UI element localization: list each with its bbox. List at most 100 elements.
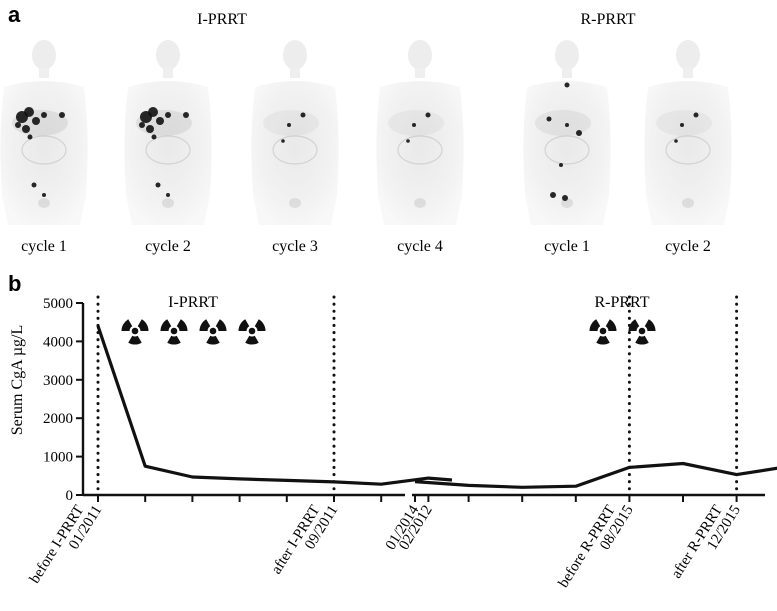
panel-a-letter: a [8,2,21,27]
scan-hotspot [693,112,699,118]
scan-cycle-label: cycle 4 [397,238,443,255]
scan-bowel [665,135,711,165]
scan-cycle-label: cycle 2 [145,238,191,255]
scan-hotspot [564,82,570,88]
scan-liver [263,110,319,136]
y-axis-label: Serum CgA µg/L [9,325,26,436]
scan-head [156,40,180,70]
scan-hotspot [287,123,291,127]
y-tick-label: 1000 [43,450,73,466]
y-axis: 0 1000 2000 3000 4000 5000 [43,296,85,504]
scan-hotspot [546,116,552,122]
radiation-trefoil-icon [120,318,150,345]
scan-torso [376,81,464,225]
radiation-trefoil-icon [627,318,657,345]
scan-head [283,40,307,70]
scan-head [408,40,432,70]
scan-liver [535,110,591,136]
scan-hotspot [576,130,582,136]
scan-hotspot [165,112,171,118]
scan-hotspot [139,122,145,128]
radiation-trefoil-icon [198,318,228,345]
group-label-i-prrt: I-PRRT [197,11,247,28]
cycle-icons [120,318,657,345]
scan-hotspot [24,107,34,117]
scan-hotspot [565,123,569,127]
treatment-label-r-prrt: R-PRRT [594,294,649,311]
scan-hotspot [674,139,678,143]
group-label-r-prrt: R-PRRT [580,11,635,28]
series-line [96,325,453,486]
body-scan-image [644,40,732,225]
scan-hotspot [151,134,157,140]
scan-head [32,40,56,70]
scan-hotspot [183,112,189,118]
scan-neck [39,68,49,78]
scan-liver [388,110,444,136]
scan-bowel [21,135,67,165]
x-axis [83,493,765,502]
body-scan-image [523,40,611,225]
series-line [414,461,777,489]
scan-hotspot [15,122,21,128]
scan-liver [656,110,712,136]
scan-hotspot [32,117,40,125]
body-scan-image [124,40,212,225]
cga-line-chart: Serum CgA µg/L 0 1000 2000 3000 4000 5000 bef… [9,294,777,591]
y-tick-label: 4000 [43,334,73,350]
scan-bladder [414,198,426,208]
vertical-markers [96,295,739,497]
scan-cycle-label: cycle 2 [665,238,711,255]
body-scan-image [0,40,88,225]
scan-neck [562,68,572,78]
scan-hotspot [281,139,285,143]
scan-head [676,40,700,70]
y-tick-label: 5000 [43,296,73,312]
y-tick-label: 3000 [43,373,73,389]
radiation-trefoil-icon [159,318,189,345]
scan-hotspot [562,195,568,201]
scan-hotspot [559,163,563,167]
scan-bowel [397,135,443,165]
scan-neck [290,68,300,78]
scan-bowel [272,135,318,165]
scan-bladder [162,198,174,208]
scan-hotspot [22,125,30,133]
scan-bowel [544,135,590,165]
scan-hotspot [550,192,556,198]
scan-hotspot [59,112,65,118]
body-scan-image [251,40,339,225]
scan-hotspot [425,112,431,118]
scan-hotspot [148,107,158,117]
scan-neck [683,68,693,78]
scan-hotspot [412,123,416,127]
scan-hotspot [300,112,306,118]
treatment-label-i-prrt: I-PRRT [168,294,218,311]
scan-cycle-label: cycle 1 [21,238,67,255]
scan-hotspot [31,182,37,188]
scan-hotspot [166,193,170,197]
scan-torso [251,81,339,225]
scan-cycle-label: cycle 1 [544,238,590,255]
scan-bladder [682,198,694,208]
scan-bladder [289,198,301,208]
scan-cycle-label: cycle 3 [272,238,318,255]
scan-hotspot [27,134,33,140]
y-tick-label: 2000 [43,411,73,427]
series-lines [96,325,777,489]
scan-neck [163,68,173,78]
scan-hotspot [156,117,164,125]
scan-neck [415,68,425,78]
scan-hotspot [42,193,46,197]
scan-head [555,40,579,70]
y-tick-label: 0 [66,488,74,504]
scan-images: cycle 1 cycle 2 cycle 3 cycle 4 cycle 1 cycle… [0,40,732,255]
scan-bowel [145,135,191,165]
scan-torso [644,81,732,225]
radiation-trefoil-icon [237,318,267,345]
body-scan-image [376,40,464,225]
scan-hotspot [155,182,161,188]
scan-torso [523,81,611,225]
